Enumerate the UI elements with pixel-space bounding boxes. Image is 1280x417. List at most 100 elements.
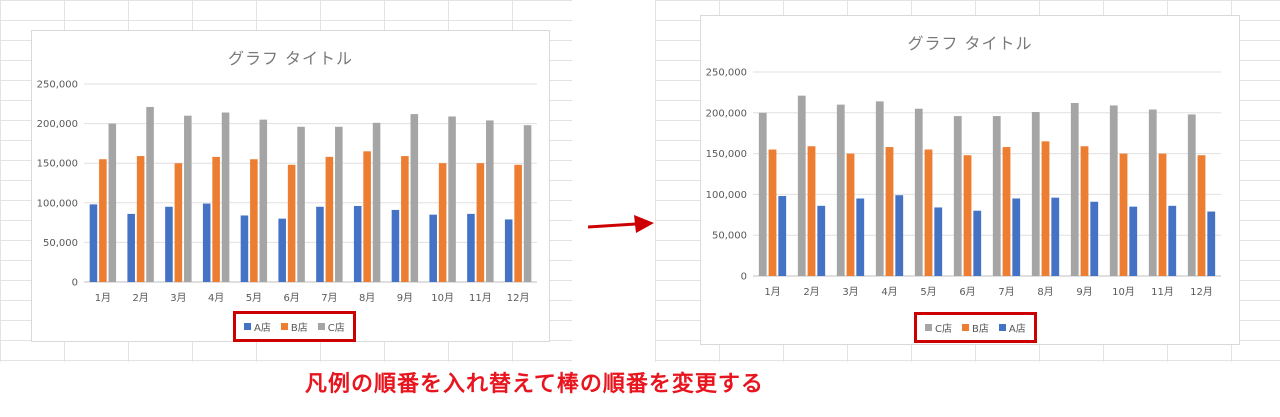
bar	[797, 95, 806, 276]
bar	[448, 116, 456, 282]
bar	[1031, 111, 1040, 276]
legend-label: B店	[971, 324, 989, 335]
legend-item-c[interactable]: C店	[317, 319, 345, 334]
x-tick-label: 5月	[920, 286, 936, 298]
bar	[914, 108, 923, 276]
bar	[278, 218, 286, 282]
bar	[1148, 109, 1157, 276]
x-tick-label: 1月	[95, 292, 111, 304]
legend-item-a[interactable]: A店	[244, 319, 271, 334]
bar	[287, 164, 296, 282]
chart-title[interactable]: グラフ タイトル	[907, 34, 1033, 53]
bar	[127, 213, 135, 282]
x-tick-label: 2月	[803, 286, 819, 298]
bar	[221, 112, 230, 283]
bar	[758, 112, 767, 276]
x-tick-label: 1月	[764, 286, 780, 298]
legend-label: B店	[290, 323, 308, 334]
legend-item-b[interactable]: B店	[280, 319, 308, 334]
bar	[429, 214, 437, 282]
bar	[335, 126, 343, 282]
bar	[1051, 197, 1060, 276]
chart-before[interactable]: グラフ タイトル 0 50,000 100,000 150,000 200,000 250…	[31, 30, 550, 342]
x-tick-label: 3月	[842, 286, 858, 298]
legend-label: A店	[254, 323, 271, 334]
bar	[1090, 201, 1099, 276]
bar	[202, 203, 211, 282]
chart-legend[interactable]: C店 B店 A店	[914, 312, 1037, 343]
legend-item-a[interactable]: A店	[998, 320, 1026, 335]
x-tick-label: 10月	[431, 292, 454, 304]
bar	[807, 146, 816, 276]
y-tick-label: 0	[72, 278, 78, 289]
bar	[523, 125, 532, 283]
x-tick-label: 12月	[1190, 286, 1213, 298]
bar	[1002, 147, 1011, 276]
bar	[1012, 198, 1021, 276]
bar	[410, 114, 419, 282]
chart-title[interactable]: グラフ タイトル	[227, 49, 354, 68]
bar	[391, 209, 400, 282]
x-tick-label: 11月	[469, 292, 492, 304]
bar	[963, 155, 972, 276]
y-tick-label: 100,000	[706, 190, 747, 201]
x-tick-label: 7月	[321, 292, 337, 304]
bar	[438, 163, 447, 282]
y-tick-label: 50,000	[43, 238, 78, 249]
x-tick-label: 3月	[170, 292, 186, 304]
bar	[259, 119, 268, 282]
bar	[1207, 211, 1216, 276]
x-tick-label: 8月	[1037, 286, 1053, 298]
bar	[992, 116, 1001, 277]
right-arrow-icon	[588, 215, 654, 233]
bar	[1080, 146, 1089, 276]
bar	[174, 163, 183, 282]
chart-legend[interactable]: A店 B店 C店	[233, 311, 356, 342]
bar	[1041, 141, 1050, 276]
bar	[846, 153, 855, 276]
bar	[836, 104, 845, 276]
bar	[924, 149, 933, 276]
x-tick-label: 8月	[359, 292, 375, 304]
bar	[165, 206, 173, 282]
legend-swatch	[998, 324, 1006, 331]
bar	[768, 149, 777, 276]
x-tick-label: 2月	[132, 292, 148, 304]
bar	[467, 213, 475, 282]
bar	[486, 120, 494, 282]
legend-swatch	[925, 324, 932, 331]
legend-item-c[interactable]: C店	[925, 320, 952, 335]
bar	[316, 206, 324, 282]
bar	[1119, 153, 1128, 276]
bar	[1197, 155, 1206, 276]
bar	[504, 219, 513, 282]
x-tick-label: 12月	[507, 292, 530, 304]
bar	[514, 164, 522, 282]
legend-label: C店	[327, 323, 345, 334]
legend-swatch	[244, 323, 251, 330]
bar	[1158, 153, 1167, 276]
bar	[885, 147, 894, 276]
y-tick-label: 200,000	[37, 119, 78, 130]
y-tick-label: 100,000	[37, 198, 78, 209]
bar	[934, 207, 943, 276]
bar	[1187, 114, 1196, 276]
chart-after[interactable]: グラフ タイトル 0 50,000 100,000 150,000 200,000 250…	[700, 15, 1240, 345]
bar	[325, 156, 334, 282]
x-tick-label: 9月	[397, 292, 413, 304]
bar	[973, 210, 982, 276]
x-tick-label: 4月	[208, 292, 224, 304]
bar	[856, 198, 865, 276]
bar	[363, 151, 371, 282]
bar	[89, 204, 98, 282]
bar	[1168, 205, 1177, 276]
legend-item-b[interactable]: B店	[961, 320, 989, 335]
bar	[1070, 103, 1079, 277]
y-tick-label: 250,000	[706, 68, 747, 79]
legend-label: C店	[935, 324, 952, 335]
x-tick-label: 4月	[881, 286, 897, 298]
bar	[240, 215, 249, 282]
x-tick-label: 6月	[959, 286, 975, 298]
bar	[401, 156, 409, 282]
caption-text: 凡例の順番を入れ替えて棒の順番を変更する	[305, 372, 764, 397]
